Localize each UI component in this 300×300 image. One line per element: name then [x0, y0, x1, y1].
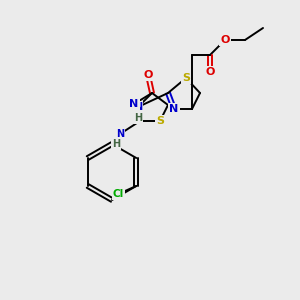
Text: Cl: Cl [112, 189, 124, 199]
Text: N: N [129, 99, 139, 109]
Text: H: H [134, 113, 142, 123]
Text: O: O [205, 67, 215, 77]
Text: O: O [143, 70, 153, 80]
Text: O: O [220, 35, 230, 45]
Text: N: N [134, 102, 142, 112]
Text: S: S [182, 73, 190, 83]
Text: N: N [116, 129, 124, 139]
Text: H: H [112, 139, 120, 149]
Text: N: N [169, 104, 178, 114]
Text: S: S [156, 116, 164, 126]
